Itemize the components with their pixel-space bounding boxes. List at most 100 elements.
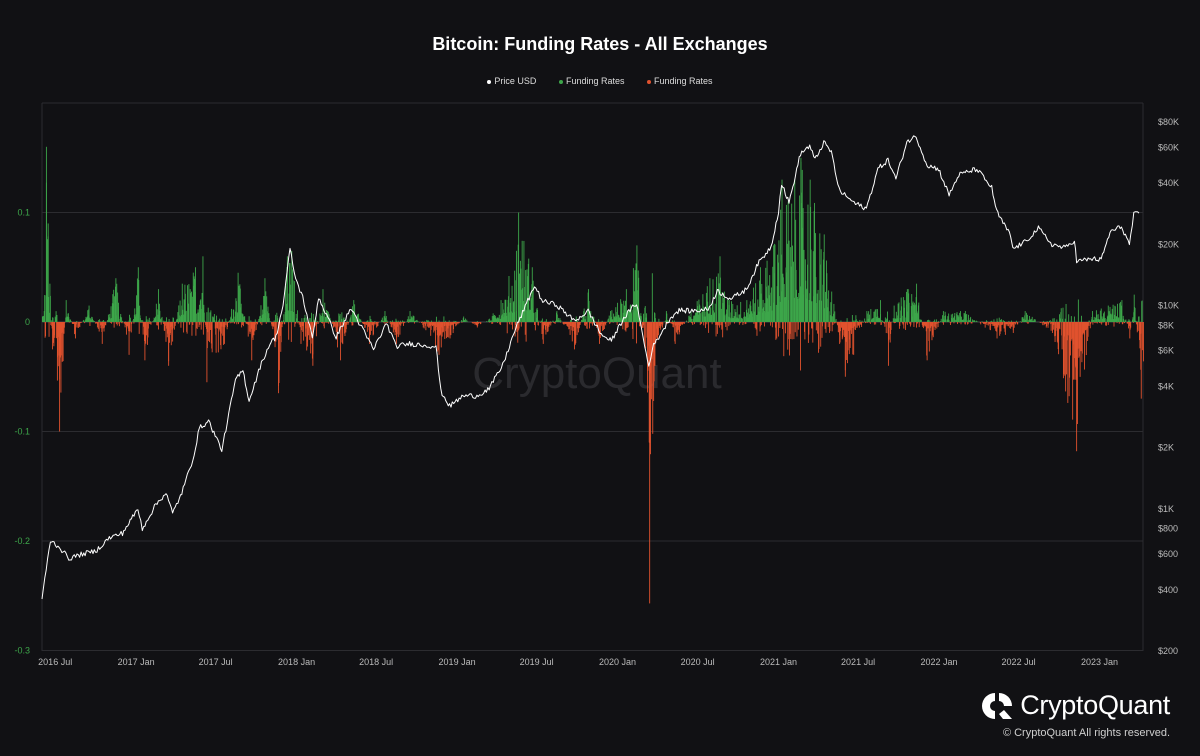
- funding-bar-positive: [544, 321, 546, 322]
- funding-bar-negative: [1065, 322, 1067, 392]
- funding-bar-positive: [1060, 308, 1062, 322]
- funding-bar-negative: [338, 322, 340, 332]
- funding-bar-positive: [901, 306, 903, 322]
- funding-bar-negative: [278, 322, 280, 394]
- funding-bar-positive: [1068, 314, 1070, 322]
- funding-bar-negative: [542, 322, 544, 344]
- funding-bar-positive: [180, 316, 181, 322]
- funding-bar-positive: [707, 313, 709, 322]
- funding-bar-negative: [351, 322, 353, 326]
- funding-bar-positive: [851, 315, 853, 322]
- funding-bar-negative: [588, 322, 590, 329]
- funding-bar-positive: [156, 309, 158, 322]
- x-axis-tick-label: 2018 Jan: [278, 657, 315, 667]
- funding-bar-positive: [746, 300, 748, 322]
- funding-bar-positive: [355, 316, 356, 322]
- funding-bar-positive: [781, 179, 783, 322]
- funding-bar-positive: [244, 320, 246, 322]
- funding-bar-negative: [113, 322, 115, 328]
- funding-bar-negative: [825, 322, 827, 333]
- funding-bar-positive: [289, 284, 291, 322]
- funding-bar-positive: [115, 278, 117, 322]
- funding-bar-positive: [140, 320, 142, 322]
- funding-bar-positive: [1093, 316, 1095, 322]
- funding-bar-positive: [800, 157, 802, 322]
- funding-bar-negative: [120, 322, 122, 323]
- funding-bar-positive: [107, 314, 109, 322]
- funding-bar-negative: [936, 322, 938, 329]
- funding-bar-negative: [249, 322, 251, 332]
- funding-bar-negative: [998, 322, 1000, 326]
- funding-bar-positive: [68, 317, 70, 322]
- legend-item-price[interactable]: Price USD: [487, 76, 536, 86]
- funding-bar-negative: [1046, 322, 1048, 327]
- funding-bar-positive: [691, 318, 693, 322]
- funding-bar-negative: [325, 322, 327, 324]
- funding-bar-negative: [1092, 322, 1094, 325]
- funding-bar-positive: [892, 318, 894, 322]
- funding-bar-negative: [705, 322, 706, 329]
- funding-bar-negative: [168, 322, 170, 366]
- funding-bar-negative: [62, 322, 64, 362]
- funding-bar-positive: [658, 318, 660, 322]
- funding-bar-negative: [206, 322, 208, 383]
- funding-bar-negative: [916, 322, 918, 328]
- funding-bar-positive: [381, 319, 382, 322]
- funding-bar-negative: [524, 322, 526, 335]
- funding-bar-negative: [208, 322, 210, 341]
- legend-item-funding-negative[interactable]: Funding Rates: [647, 76, 713, 86]
- funding-bar-positive: [52, 317, 54, 322]
- funding-bar-positive: [975, 320, 977, 322]
- funding-bar-negative: [138, 322, 140, 334]
- funding-bar-positive: [491, 316, 493, 322]
- funding-bar-positive: [705, 292, 707, 322]
- funding-bar-positive: [1034, 319, 1036, 322]
- funding-bar-positive: [884, 317, 886, 322]
- funding-bar-negative: [510, 322, 512, 325]
- funding-bar-positive: [521, 240, 523, 322]
- funding-bar-positive: [50, 320, 52, 322]
- funding-bar-negative: [242, 322, 243, 325]
- funding-bar-negative: [626, 322, 628, 328]
- funding-bar-positive: [322, 289, 324, 322]
- funding-bar-negative: [177, 322, 179, 324]
- funding-bar-negative: [450, 322, 452, 336]
- funding-bar-negative: [815, 322, 817, 331]
- funding-bar-positive: [350, 314, 352, 322]
- funding-bar-negative: [254, 322, 256, 332]
- funding-bar-positive: [756, 315, 757, 322]
- funding-bar-positive: [552, 321, 554, 322]
- funding-bar-positive: [277, 318, 279, 322]
- funding-bar-negative: [701, 322, 703, 324]
- legend-item-funding-positive[interactable]: Funding Rates: [558, 76, 625, 86]
- funding-bar-negative: [227, 322, 229, 323]
- funding-bar-negative: [1050, 322, 1052, 331]
- funding-bar-positive: [654, 313, 656, 322]
- funding-bar-positive: [610, 311, 611, 322]
- funding-bar-negative: [238, 322, 239, 325]
- funding-bar-positive: [906, 289, 908, 322]
- funding-bar-negative: [297, 322, 299, 324]
- funding-bar-negative: [550, 322, 552, 324]
- funding-bar-positive: [448, 320, 450, 322]
- funding-bar-positive: [948, 313, 950, 322]
- x-axis-tick-label: 2016 Jul: [38, 657, 72, 667]
- right-axis-tick-label: $80K: [1158, 117, 1179, 127]
- funding-bar-positive: [139, 305, 141, 322]
- funding-bar-negative: [687, 322, 689, 323]
- funding-bar-negative: [1058, 322, 1060, 355]
- funding-bar-negative: [1105, 322, 1107, 326]
- funding-bar-negative: [512, 322, 513, 330]
- funding-bar-positive: [229, 320, 231, 322]
- funding-bar-negative: [45, 322, 46, 337]
- funding-bar-positive: [219, 318, 221, 322]
- funding-bar-negative: [612, 322, 614, 323]
- funding-bar-negative: [1040, 322, 1042, 323]
- funding-bar-negative: [833, 322, 835, 324]
- funding-bar-positive: [248, 316, 250, 322]
- funding-bar-negative: [818, 322, 820, 350]
- funding-bar-positive: [774, 244, 776, 322]
- funding-bar-positive: [421, 321, 423, 322]
- funding-bar-positive: [467, 321, 469, 322]
- funding-bar-positive: [526, 269, 528, 322]
